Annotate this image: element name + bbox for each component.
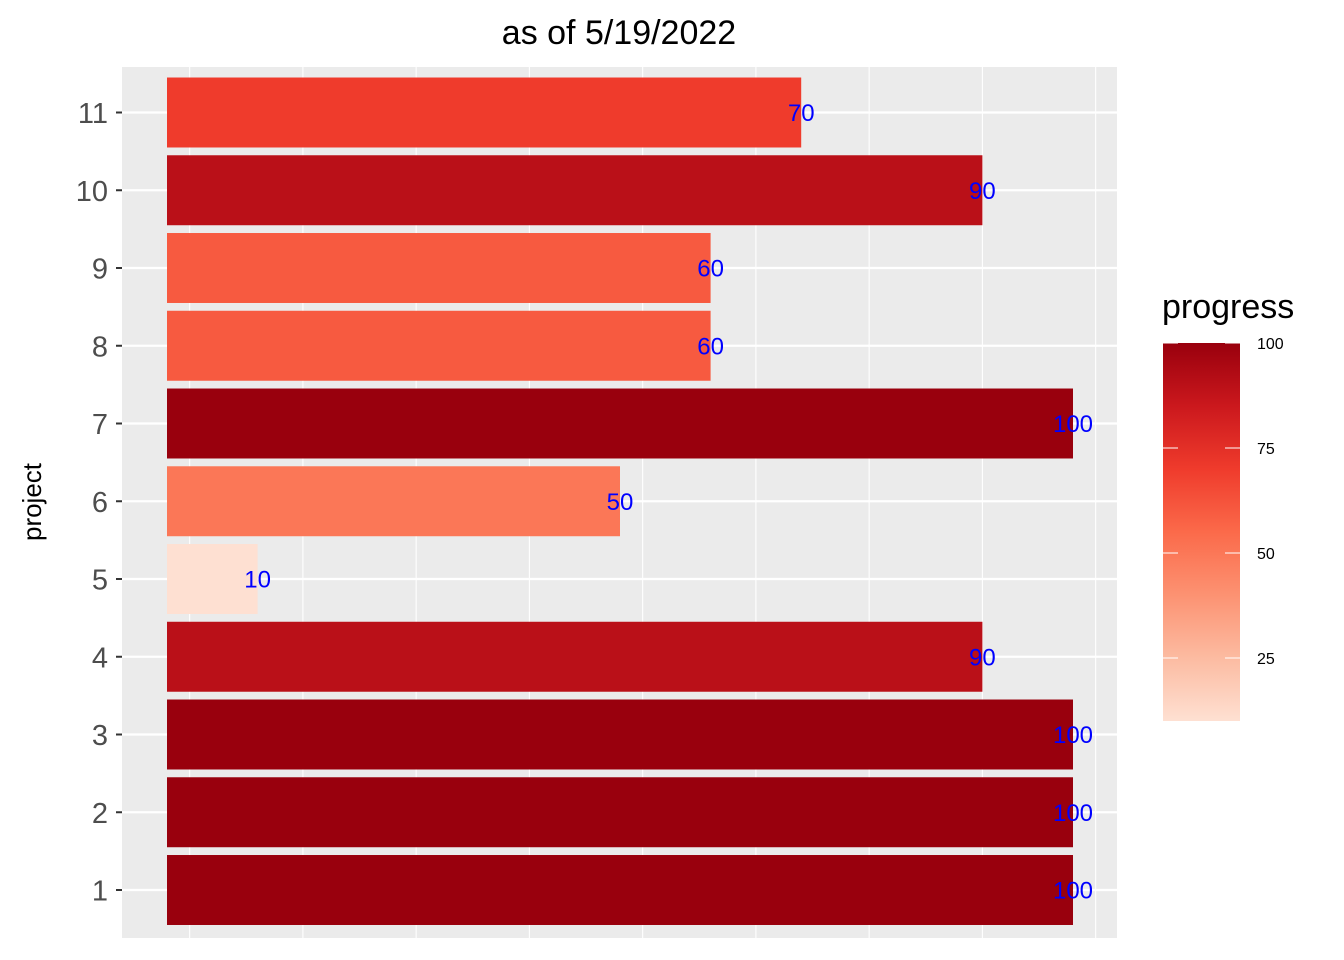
bar-project-10 — [167, 155, 983, 226]
y-tick-label: 10 — [76, 176, 108, 208]
y-tick-label: 3 — [92, 720, 108, 752]
legend-colorbar — [1163, 343, 1240, 721]
data-label: 100 — [1053, 411, 1093, 438]
data-label: 10 — [244, 567, 271, 594]
data-label: 90 — [969, 178, 996, 205]
legend-ticks: 25 50 75 100 — [1163, 336, 1284, 668]
bars — [167, 77, 1073, 925]
data-label: 90 — [969, 644, 996, 671]
legend-tick-label: 100 — [1257, 336, 1284, 353]
y-axis-title: project — [17, 462, 47, 541]
y-tick-label: 4 — [92, 642, 108, 674]
bar-project-5 — [167, 544, 258, 614]
legend: progress 25 50 75 100 — [1162, 288, 1294, 721]
y-tick-label: 7 — [92, 409, 108, 441]
legend-tick-label: 25 — [1257, 651, 1275, 668]
data-labels: 100 100 100 90 10 50 100 60 60 90 70 — [244, 100, 1093, 905]
bar-project-8 — [167, 310, 711, 381]
data-label: 100 — [1053, 878, 1093, 905]
bar-project-7 — [167, 388, 1073, 459]
bar-project-1 — [167, 855, 1073, 925]
bar-project-11 — [167, 77, 802, 148]
legend-tick-label: 50 — [1257, 546, 1275, 563]
data-label: 60 — [697, 333, 724, 360]
bar-project-2 — [167, 777, 1073, 848]
data-label: 60 — [697, 256, 724, 283]
bar-project-4 — [167, 621, 983, 692]
data-label: 70 — [788, 100, 815, 127]
y-tick-label: 1 — [92, 876, 108, 908]
bar-project-6 — [167, 466, 620, 537]
y-tick-label: 6 — [92, 487, 108, 519]
chart-title: as of 5/19/2022 — [502, 14, 736, 52]
y-axis: 1 2 3 4 5 6 7 8 9 10 11 — [76, 98, 122, 908]
data-label: 100 — [1053, 800, 1093, 827]
y-tick-label: 5 — [92, 565, 108, 597]
y-tick-label: 2 — [92, 798, 108, 830]
y-tick-label: 9 — [92, 254, 108, 286]
y-tick-label: 11 — [78, 98, 108, 130]
bar-project-3 — [167, 699, 1073, 770]
data-label: 50 — [607, 489, 634, 516]
legend-title: progress — [1162, 288, 1294, 326]
legend-tick-label: 75 — [1257, 441, 1275, 458]
data-label: 100 — [1053, 722, 1093, 749]
bar-project-9 — [167, 233, 711, 303]
y-tick-label: 8 — [92, 331, 108, 363]
